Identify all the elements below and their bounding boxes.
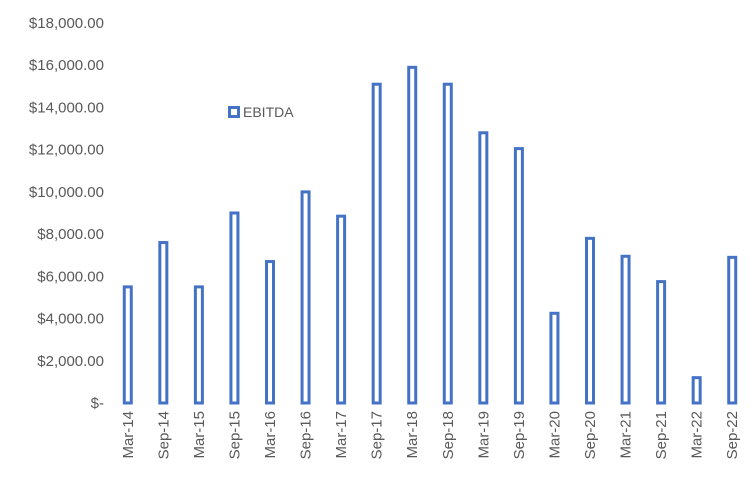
y-tick-label: $2,000.00 (37, 353, 104, 370)
y-tick-label: $8,000.00 (37, 226, 104, 243)
x-tick-label: Sep-14 (155, 411, 172, 459)
x-tick-label: Sep-19 (511, 411, 528, 459)
y-tick-label: $14,000.00 (29, 99, 104, 116)
bar (549, 311, 560, 405)
bar (513, 147, 524, 405)
bar (300, 190, 311, 405)
legend-swatch-ebitda (228, 106, 240, 118)
bar (265, 260, 275, 405)
y-tick-label: $16,000.00 (29, 57, 104, 74)
x-tick-label: Mar-16 (262, 411, 279, 459)
x-tick-label: Mar-21 (618, 411, 635, 459)
x-tick-label: Mar-15 (191, 411, 208, 459)
x-tick-label: Mar-22 (689, 411, 706, 459)
y-tick-label: $18,000.00 (29, 15, 104, 32)
bar (122, 285, 133, 405)
bar (371, 82, 382, 405)
x-tick-label: Mar-19 (475, 411, 492, 459)
bar (442, 82, 453, 405)
bars (122, 65, 738, 405)
bar (478, 131, 489, 405)
x-tick-label: Mar-17 (333, 411, 350, 459)
y-axis: $- $2,000.00 $4,000.00 $6,000.00 $8,000.00 $1… (29, 15, 104, 412)
legend-label-ebitda: EBITDA (243, 104, 294, 120)
x-tick-label: Sep-21 (653, 411, 670, 459)
x-axis: Mar-14 Sep-14 Mar-15 Sep-15 Mar-16 Sep-16 Mar-… (120, 411, 741, 459)
bar (158, 241, 169, 405)
x-tick-label: Mar-14 (120, 411, 137, 459)
bar (585, 236, 595, 405)
x-tick-label: Sep-20 (582, 411, 599, 459)
bar (407, 65, 418, 405)
legend: EBITDA (228, 104, 294, 120)
y-tick-label: $10,000.00 (29, 184, 104, 201)
bar (193, 285, 204, 405)
x-tick-label: Sep-16 (298, 411, 315, 459)
y-tick-label: $4,000.00 (37, 311, 104, 328)
bar (656, 280, 667, 405)
x-tick-label: Sep-17 (369, 411, 386, 459)
y-tick-label: $12,000.00 (29, 142, 104, 159)
bar (727, 255, 738, 405)
y-tick-label: $- (91, 395, 104, 412)
y-tick-label: $6,000.00 (37, 268, 104, 285)
x-tick-label: Sep-15 (226, 411, 243, 459)
bar (620, 254, 631, 405)
x-tick-label: Mar-18 (404, 411, 421, 459)
bar (691, 376, 702, 405)
bar (336, 214, 347, 405)
x-tick-label: Mar-20 (546, 411, 563, 459)
x-tick-label: Sep-18 (440, 411, 457, 459)
x-tick-label: Sep-22 (724, 411, 741, 459)
bar (229, 211, 240, 405)
